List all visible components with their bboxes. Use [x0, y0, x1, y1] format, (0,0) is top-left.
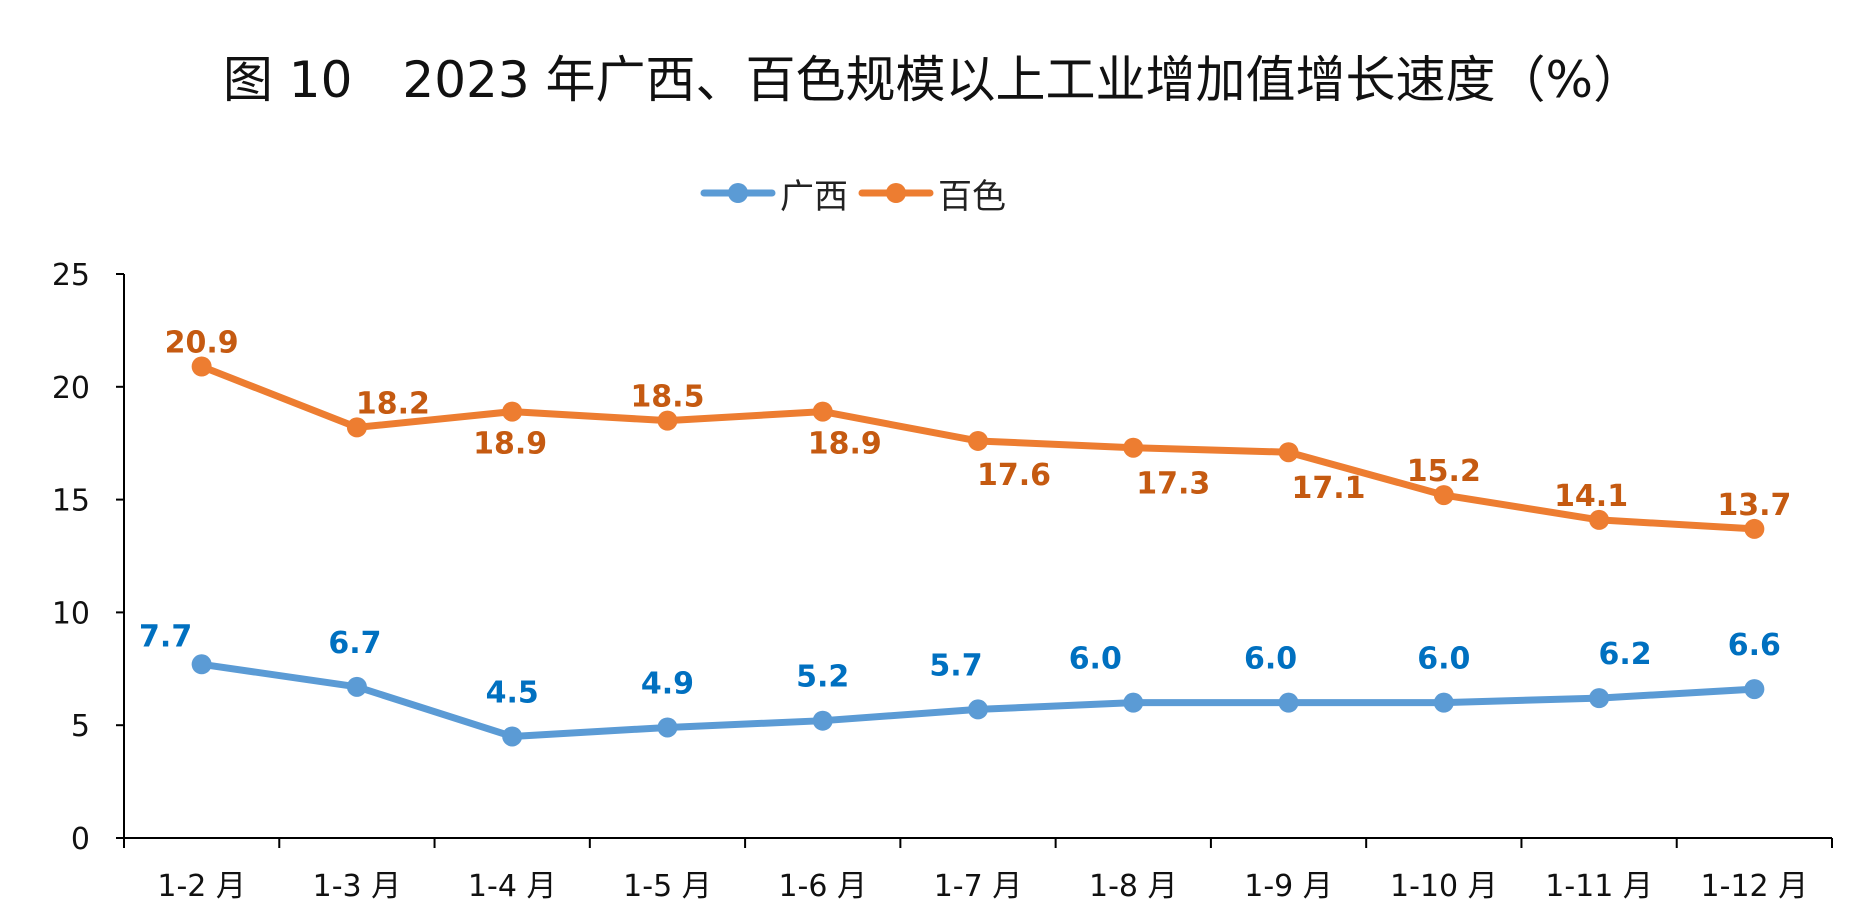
data-label: 15.2: [1407, 454, 1481, 489]
data-point: [1278, 442, 1299, 463]
x-tick-label: 1-9 月: [1244, 869, 1333, 904]
data-label: 5.2: [796, 660, 849, 695]
data-point: [346, 417, 367, 438]
data-point: [1589, 509, 1610, 530]
data-label: 4.9: [641, 666, 694, 701]
data-label: 4.5: [486, 675, 539, 710]
data-point: [968, 699, 988, 720]
data-label: 6.7: [328, 626, 381, 661]
legend-item-guangxi: 广西: [700, 168, 848, 218]
y-tick-label: 20: [52, 371, 90, 406]
data-label: 6.6: [1728, 628, 1781, 663]
data-label: 7.7: [139, 619, 192, 654]
legend-label-guangxi: 广西: [780, 176, 848, 217]
data-point: [1589, 688, 1610, 709]
data-label: 18.9: [808, 427, 882, 462]
data-point: [812, 401, 833, 422]
data-label: 13.7: [1717, 488, 1791, 523]
data-label: 18.5: [630, 380, 704, 415]
data-label: 6.2: [1599, 637, 1652, 672]
data-label: 17.1: [1292, 471, 1366, 506]
x-tick-label: 1-10 月: [1390, 869, 1498, 904]
x-tick-label: 1-2 月: [157, 869, 246, 904]
legend-label-baise: 百色: [938, 176, 1006, 217]
data-point: [657, 717, 678, 738]
data-point: [968, 430, 988, 451]
data-point: [1123, 437, 1144, 458]
y-tick-label: 25: [52, 258, 90, 293]
data-point: [1744, 679, 1765, 700]
data-point: [191, 356, 212, 377]
x-tick-label: 1-8 月: [1089, 869, 1178, 904]
x-tick-label: 1-4 月: [468, 869, 557, 904]
y-tick-label: 15: [52, 484, 90, 519]
data-point: [812, 710, 833, 731]
x-tick-label: 1-7 月: [934, 869, 1023, 904]
data-label: 18.9: [473, 427, 547, 462]
data-point: [1744, 518, 1765, 539]
y-tick-label: 0: [71, 822, 90, 857]
x-tick-label: 1-6 月: [778, 869, 867, 904]
data-label: 6.0: [1069, 642, 1122, 677]
data-point: [502, 726, 523, 747]
legend-swatch-baise: [858, 183, 934, 203]
data-point: [1278, 692, 1299, 713]
data-label: 18.2: [356, 386, 430, 421]
data-label: 6.0: [1244, 642, 1297, 677]
chart-title: 图 10 2023 年广西、百色规模以上工业增加值增长速度（%）: [222, 51, 1644, 109]
data-point: [1433, 692, 1454, 713]
legend-item-baise: 百色: [858, 168, 1006, 218]
legend-swatch-guangxi: [700, 183, 776, 203]
legend: 广西 百色: [700, 168, 1016, 218]
x-tick-label: 1-5 月: [623, 869, 712, 904]
x-tick-label: 1-11 月: [1545, 869, 1653, 904]
data-point: [657, 410, 678, 431]
x-tick-label: 1-3 月: [313, 869, 402, 904]
x-tick-label: 1-12 月: [1701, 869, 1809, 904]
data-point: [502, 401, 523, 422]
data-point: [346, 676, 367, 697]
data-label: 20.9: [165, 325, 239, 360]
y-tick-label: 5: [71, 709, 90, 744]
data-label: 5.7: [929, 648, 982, 683]
data-label: 14.1: [1554, 479, 1628, 514]
data-point: [191, 654, 212, 675]
data-label: 17.6: [977, 458, 1051, 493]
data-label: 6.0: [1417, 642, 1470, 677]
data-label: 17.3: [1136, 467, 1210, 502]
y-tick-label: 10: [52, 596, 90, 631]
data-point: [1123, 692, 1144, 713]
data-point: [1433, 485, 1454, 506]
